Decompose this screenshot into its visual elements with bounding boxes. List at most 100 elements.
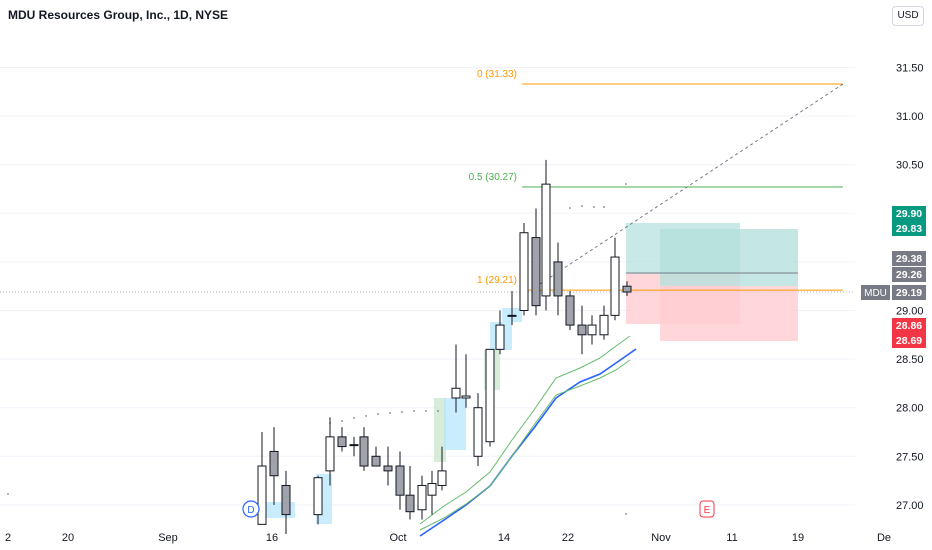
x-tick-label: Oct	[389, 532, 406, 544]
price-badge-bg	[892, 251, 926, 266]
candle-body	[473, 407, 483, 457]
chart-title: MDU Resources Group, Inc., 1D, NYSE	[8, 8, 229, 22]
candle-body	[495, 324, 505, 350]
trail-dot	[437, 410, 439, 412]
price-badge-label: 28.69	[896, 335, 922, 347]
candle-body	[427, 483, 437, 496]
price-badge: 29.26	[892, 267, 926, 282]
fibonacci-tool: 0 (31.33) 0.5 (30.27) 1 (29.21)	[469, 69, 844, 291]
x-tick-label: De	[877, 532, 891, 544]
candle	[359, 427, 369, 471]
candle	[541, 159, 551, 311]
trail-dot	[581, 205, 583, 207]
fib-level-label: 1 (29.21)	[477, 275, 517, 286]
dividend-label: D	[247, 505, 254, 516]
candle	[485, 348, 495, 447]
candle-body	[622, 285, 632, 293]
price-badge-bg	[892, 221, 926, 236]
candle-body	[313, 477, 323, 516]
candle	[531, 208, 541, 316]
currency-button[interactable]: USD	[892, 6, 924, 26]
candle-body	[395, 465, 405, 496]
candle	[269, 427, 279, 505]
trail-dot	[341, 420, 343, 422]
y-tick-label: 31.50	[896, 63, 924, 75]
price-badge-label: 29.90	[896, 208, 922, 220]
candle	[349, 436, 359, 457]
candle	[337, 427, 347, 452]
candle	[495, 310, 505, 355]
candle	[622, 281, 632, 296]
x-tick-label: Nov	[651, 532, 671, 544]
y-tick-label: 29.00	[896, 306, 924, 318]
candle	[577, 305, 587, 355]
fib-level-label: 0.5 (30.27)	[469, 172, 517, 183]
price-badge: 29.19 MDU	[861, 285, 926, 300]
candle-body	[359, 436, 369, 467]
candle-body	[451, 387, 461, 399]
price-badge-label: 29.19	[896, 287, 922, 299]
candle	[461, 354, 471, 408]
candle-body	[383, 465, 393, 472]
candle	[257, 432, 267, 525]
y-tick-label: 27.50	[896, 451, 924, 463]
candle-body	[325, 436, 335, 472]
x-tick-label: Sep	[158, 532, 178, 544]
candle	[281, 470, 291, 535]
candle-body	[461, 395, 471, 399]
fib-level-label: 0 (31.33)	[477, 69, 517, 80]
trail-dot	[377, 413, 379, 415]
candles	[257, 159, 632, 535]
highlight-box	[434, 398, 446, 462]
trail-dot	[569, 207, 571, 209]
candle-body	[349, 444, 359, 447]
candle	[437, 446, 447, 491]
symbol-badge-bg	[861, 285, 890, 300]
zone-layer	[263, 223, 798, 524]
candle	[473, 393, 483, 467]
candle-body	[371, 455, 381, 467]
price-badge-bg	[892, 333, 926, 348]
candle-body	[337, 436, 347, 448]
candle	[313, 475, 323, 525]
candle-body	[281, 484, 291, 516]
dividend-circle	[242, 500, 260, 518]
trail-dot	[7, 493, 9, 495]
candle-body	[257, 465, 267, 525]
candle-body	[417, 484, 427, 511]
price-badge: 28.86	[892, 318, 926, 333]
symbol-badge-label: MDU	[864, 288, 887, 299]
trail-dot	[365, 415, 367, 417]
price-badge-bg	[892, 267, 926, 282]
x-tick-label: 19	[792, 532, 804, 544]
candle-body	[269, 450, 279, 477]
candle	[427, 470, 437, 515]
price-badges: 29.90 29.83 29.38 29.26 29.19 MDU 28.86 28.69	[861, 206, 926, 348]
fib-trend-line	[539, 83, 844, 285]
earnings-label: E	[704, 505, 711, 516]
x-tick-label: 20	[62, 532, 74, 544]
price-badge: 29.38	[892, 251, 926, 266]
candle-body	[553, 261, 563, 297]
candle-body	[565, 295, 575, 326]
trail-dot	[389, 412, 391, 414]
target-zone	[660, 229, 798, 286]
earnings-box	[699, 500, 715, 518]
trail-dot	[603, 206, 605, 208]
candle	[553, 242, 563, 316]
candle	[405, 466, 415, 520]
candle-body	[599, 314, 609, 336]
candle-body	[405, 494, 415, 513]
ma-line	[419, 348, 637, 537]
stop-zone	[660, 286, 798, 341]
price-badge: 29.90	[892, 206, 926, 221]
earnings-marker[interactable]: E	[699, 500, 715, 518]
price-badge-bg	[892, 285, 926, 300]
candle-body	[587, 324, 597, 336]
trail-dot	[593, 206, 595, 208]
dividend-marker[interactable]: D	[242, 500, 260, 518]
y-tick-label: 31.00	[896, 111, 924, 123]
candle-body	[577, 324, 587, 336]
